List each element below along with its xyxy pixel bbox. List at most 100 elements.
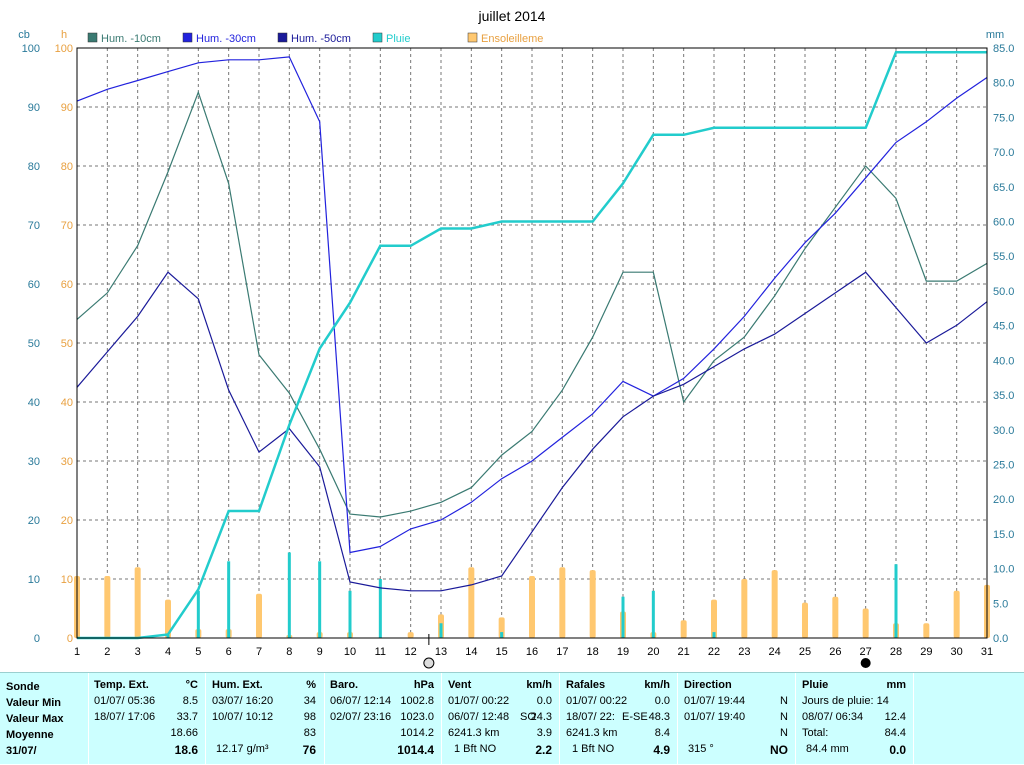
- hum-current: 76: [302, 743, 316, 757]
- right-axis-label: mm: [986, 29, 1004, 41]
- temp-unit: °C: [185, 679, 198, 691]
- temp-column: Temp. Ext. °C 01/07/ 05:36 8.5 18/07/ 17…: [94, 675, 200, 763]
- hum-title: Hum. Ext.: [212, 679, 263, 691]
- x-tick-label: 11: [375, 646, 386, 658]
- rafales-title: Rafales: [566, 679, 606, 691]
- hum-unit: %: [306, 679, 316, 691]
- vent-current: 2.2: [535, 743, 552, 757]
- chart-bars: [74, 552, 990, 638]
- sunshine-bar: [104, 576, 111, 638]
- right-tick-label: 80.0: [993, 78, 1014, 90]
- legend-swatch: [87, 32, 98, 43]
- left-tick-label-cb: 0: [34, 633, 40, 645]
- hum-min-value: 34: [303, 695, 316, 707]
- legend-label: Hum. -30cm: [196, 33, 256, 45]
- x-tick-label: 31: [981, 646, 993, 658]
- sunshine-bar: [165, 599, 171, 638]
- temp-max-time: 18/07/ 17:06: [94, 711, 156, 723]
- right-tick-label: 10.0: [993, 564, 1014, 576]
- rain-bar: [227, 561, 231, 638]
- sunshine-bar: [407, 632, 414, 638]
- sunshine-bar: [832, 596, 839, 638]
- rain-bar: [378, 579, 382, 638]
- right-tick-label: 50.0: [993, 286, 1014, 298]
- pluie-column: Pluie mm Jours de pluie: 14 08/07/ 06:34…: [802, 675, 908, 763]
- row-label-min: Valeur Min: [6, 697, 62, 709]
- sunshine-bar: [589, 570, 596, 638]
- baro-max-value: 1023.0: [400, 711, 434, 723]
- rain-bar: [500, 632, 504, 638]
- rain-bar: [348, 590, 352, 638]
- baro-max-time: 02/07/ 23:16: [330, 711, 392, 723]
- baro-min-time: 06/07/ 12:14: [330, 695, 392, 707]
- hum-column: Hum. Ext. % 03/07/ 16:20 34 10/07/ 10:12…: [212, 675, 318, 763]
- left-tick-label-h: 50: [61, 338, 73, 350]
- rafales-max-direction: E-SE: [622, 711, 648, 723]
- series-line-hum-30cm: [76, 56, 988, 554]
- vent-max-time: 06/07/ 12:48: [448, 711, 510, 723]
- rafales-beaufort: 1 Bft NO: [572, 743, 615, 755]
- direction-title: Direction: [684, 679, 732, 691]
- left-tick-label-cb: 100: [22, 43, 40, 55]
- x-tick-label: 12: [405, 646, 417, 658]
- right-tick-label: 65.0: [993, 182, 1014, 194]
- pluie-title: Pluie: [802, 679, 829, 691]
- x-tick-label: 15: [496, 646, 508, 658]
- weather-chart: juillet 2014 cb h mm Hum. -10cm Hum. -30c…: [18, 8, 1014, 669]
- direction-min-time: 01/07/ 19:44: [684, 695, 746, 707]
- legend-label: Hum. -10cm: [101, 33, 161, 45]
- sunshine-bar: [134, 567, 141, 638]
- hum-absolute: 12.17 g/m³: [216, 743, 269, 755]
- x-tick-label: 23: [738, 646, 750, 658]
- row-label-moyenne: Moyenne: [6, 729, 54, 741]
- series-line-hum-10cm: [76, 90, 988, 518]
- vent-title: Vent: [448, 679, 472, 691]
- hum-mean: 83: [303, 727, 316, 739]
- vent-unit: km/h: [526, 679, 552, 691]
- legend-swatch: [467, 32, 478, 43]
- vent-column: Vent km/h 01/07/ 00:22 0.0 06/07/ 12:48 …: [448, 675, 554, 763]
- x-tick-label: 6: [226, 646, 232, 658]
- rain-bar: [166, 635, 170, 638]
- left-axis-label-h: h: [61, 29, 67, 41]
- left-tick-label-cb: 70: [28, 220, 40, 232]
- x-tick-label: 19: [617, 646, 629, 658]
- left-tick-label-cb: 40: [28, 397, 40, 409]
- x-tick-label: 25: [799, 646, 811, 658]
- temp-mean: 18.66: [170, 727, 198, 739]
- right-tick-label: 40.0: [993, 355, 1014, 367]
- right-tick-label: 45.0: [993, 321, 1014, 333]
- right-tick-label: 35.0: [993, 390, 1014, 402]
- left-tick-label-cb: 30: [28, 456, 40, 468]
- left-tick-label-h: 60: [61, 279, 73, 291]
- pluie-current: 0.0: [889, 743, 906, 757]
- vent-max-direction: SO: [520, 711, 536, 723]
- left-tick-label-cb: 90: [28, 102, 40, 114]
- left-tick-label-h: 0: [67, 633, 73, 645]
- legend-swatch: [182, 32, 193, 43]
- rafales-distance: 6241.3 km: [566, 727, 618, 739]
- sunshine-bar: [802, 602, 808, 638]
- pluie-unit: mm: [886, 679, 906, 691]
- left-tick-label-cb: 50: [28, 338, 40, 350]
- x-tick-label: 26: [829, 646, 841, 658]
- legend-swatch: [277, 32, 288, 43]
- series-line-pluie: [77, 50, 987, 640]
- rafales-mean: 8.4: [654, 727, 670, 739]
- left-tick-label-h: 10: [61, 574, 73, 586]
- sunshine-bar: [468, 567, 475, 638]
- vent-min-time: 01/07/ 00:22: [448, 695, 510, 707]
- vent-distance: 6241.3 km: [448, 727, 500, 739]
- right-tick-label: 60.0: [993, 217, 1014, 229]
- left-tick-label-cb: 60: [28, 279, 40, 291]
- rafales-column: Rafales km/h 01/07/ 00:22 0.0 18/07/ 22:…: [566, 675, 672, 763]
- baro-column: Baro. hPa 06/07/ 12:14 1002.8 02/07/ 23:…: [330, 675, 436, 763]
- sunshine-bar: [741, 579, 748, 638]
- chart-lines: [76, 50, 988, 640]
- hum-max-value: 98: [303, 711, 316, 723]
- baro-current: 1014.4: [397, 743, 434, 757]
- rain-bar: [712, 632, 716, 638]
- left-tick-label-h: 90: [61, 102, 73, 114]
- left-axis-label-cb: cb: [18, 29, 30, 41]
- pluie-max-value: 12.4: [884, 711, 906, 723]
